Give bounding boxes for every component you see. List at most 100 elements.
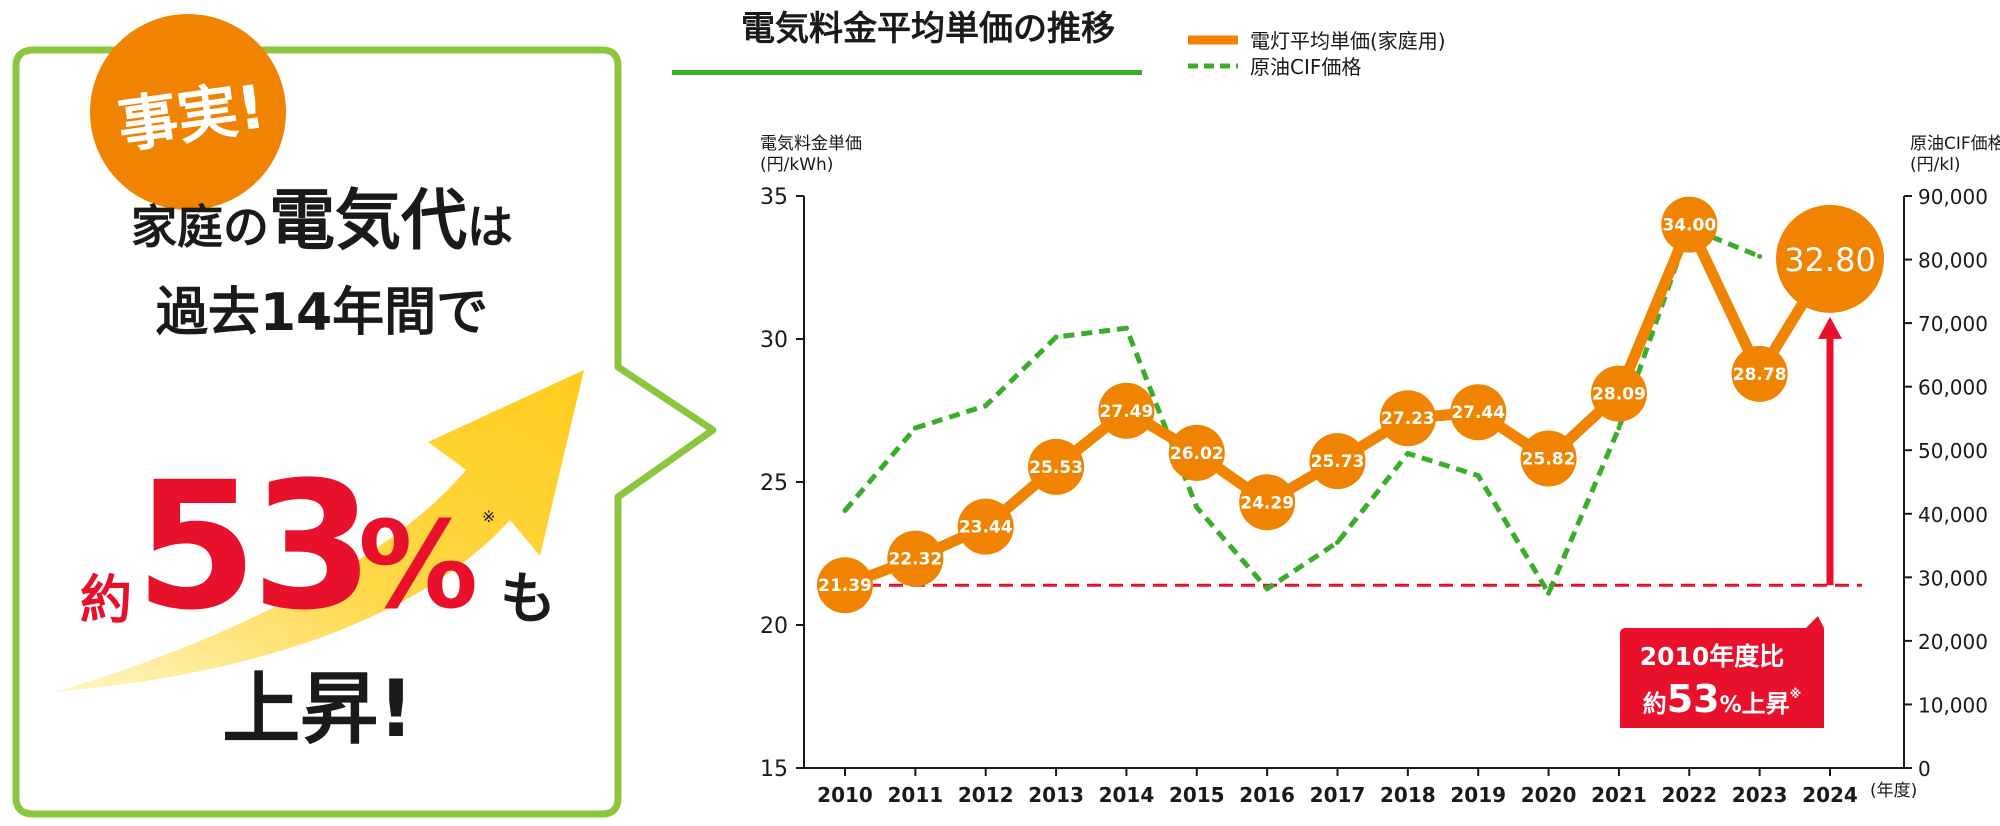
big-number: 53 [135, 444, 368, 649]
legend: 電灯平均単価(家庭用) 原油CIF価格 [1188, 29, 1446, 79]
y-left-tick-label: 20 [760, 614, 788, 639]
legend-label-crude: 原油CIF価格 [1250, 55, 1361, 79]
x-tick-label: 2016 [1239, 783, 1295, 807]
annotation-line2: 約53%上昇※ [1643, 677, 1802, 721]
chart-title: 電気料金平均単価の推移 [741, 9, 1115, 49]
crude-point [1123, 325, 1129, 331]
prefix-text: 約 [80, 571, 132, 631]
crude-point [912, 425, 918, 431]
electricity-value-label: 34.00 [1662, 216, 1716, 236]
electricity-point [1379, 390, 1436, 447]
headline-small-a: 家庭の [131, 200, 269, 254]
headline-big: 電気代 [269, 182, 467, 259]
y-right-tick-label: 40,000 [1918, 503, 1988, 527]
x-tick-label: 2017 [1310, 783, 1366, 807]
crude-point [842, 508, 848, 514]
crude-point [1335, 539, 1340, 545]
increase-arrow-group [1818, 316, 1842, 586]
y-right-tick-label: 20,000 [1918, 630, 1988, 654]
y-right-tick-label: 70,000 [1918, 312, 1988, 336]
legend-label-electricity: 電灯平均単価(家庭用) [1250, 29, 1446, 53]
electricity-point [1520, 430, 1577, 487]
crude-point [1757, 253, 1763, 259]
electricity-value-label: 27.44 [1451, 403, 1505, 423]
x-tick-label: 2020 [1521, 783, 1577, 807]
y-left-tick-label: 30 [760, 328, 788, 353]
x-tick-label: 2010 [817, 783, 873, 807]
electricity-value-label: 21.39 [818, 576, 872, 596]
electricity-point [1028, 438, 1085, 495]
y-left-tick-label: 35 [760, 185, 788, 210]
electricity-point [957, 498, 1014, 555]
y-right-tick-label: 30,000 [1918, 566, 1988, 590]
y-right-label-1: 原油CIF価格 [1910, 134, 2000, 154]
x-tick-label: 2023 [1732, 783, 1788, 807]
annotation-box [1620, 616, 1824, 728]
x-tick-label: 2015 [1169, 783, 1225, 807]
electricity-value-label: 27.49 [1100, 402, 1154, 422]
annotation-line1: 2010年度比 [1640, 642, 1785, 671]
headline-line1: 家庭の電気代は [131, 182, 513, 259]
x-tick-label: 2013 [1028, 783, 1084, 807]
electricity-point [1450, 384, 1507, 441]
crude-point [1405, 450, 1411, 456]
x-tick-label: 2022 [1661, 783, 1717, 807]
y-right-tick-label: 10,000 [1918, 693, 1988, 717]
electricity-series: 21.39 22.32 23.44 25.53 27.49 26.02 24.29 25.73… [817, 196, 1884, 614]
y-right-tick-label: 0 [1918, 757, 1931, 781]
electricity-value-label: 28.09 [1592, 385, 1646, 405]
callout: 事実! 家庭の電気代は 過去14年間で 約 53 % ※ も 上昇! [12, 14, 717, 818]
y-left-label-2: (円/kWh) [760, 155, 833, 175]
annotation-suffix: 上昇 [1742, 690, 1790, 718]
title-underline [672, 70, 1142, 75]
electricity-point [1731, 345, 1788, 402]
electricity-value-label: 25.53 [1029, 458, 1083, 478]
headline-line4: 上昇! [222, 665, 414, 755]
x-tick-label: 2011 [888, 783, 944, 807]
x-tick-label: 2014 [1099, 783, 1155, 807]
x-unit-label: (年度) [1870, 781, 1917, 801]
electricity-point [1590, 365, 1647, 422]
electricity-value-label: 22.32 [888, 550, 942, 570]
electricity-value-label: 25.73 [1311, 452, 1365, 472]
electricity-value-label: 26.02 [1170, 444, 1224, 464]
crude-point [1616, 425, 1622, 431]
electricity-value-label: 25.82 [1522, 450, 1576, 470]
y-right-tick-label: 50,000 [1918, 439, 1988, 463]
electricity-point [1661, 196, 1718, 253]
electricity-value-label: 24.29 [1240, 493, 1294, 513]
crude-point [1475, 473, 1481, 479]
crude-point [983, 403, 989, 409]
annotation-prefix: 約 [1643, 690, 1667, 718]
x-tick-label: 2024 [1802, 783, 1858, 807]
electricity-point [1168, 424, 1225, 481]
rising-arrow-icon [55, 370, 584, 692]
electricity-point [1309, 433, 1366, 490]
y-left-tick-label: 15 [760, 757, 788, 782]
y-left-label-1: 電気料金単価 [760, 134, 862, 154]
annotation-percent: % [1720, 693, 1742, 718]
chart-axes: 15 20 25 30 35 0 10,000 20,000 30,000 40,000 50,00… [760, 185, 1988, 807]
crude-point [1264, 586, 1270, 592]
x-tick-label: 2021 [1591, 783, 1647, 807]
y-right-tick-label: 80,000 [1918, 249, 1988, 273]
electricity-point [817, 557, 873, 614]
electricity-point [1776, 204, 1884, 313]
electricity-value-label: 27.23 [1381, 409, 1435, 429]
badge-circle [90, 14, 286, 210]
callout-bubble [12, 46, 717, 818]
electricity-point [1239, 474, 1296, 531]
crude-line [843, 225, 1761, 596]
electricity-value-label: 32.80 [1784, 241, 1876, 279]
note-mark: ※ [482, 507, 495, 526]
y-left-tick-label: 25 [760, 471, 788, 496]
increase-arrow-head-icon [1818, 316, 1842, 339]
crude-point [1546, 590, 1552, 596]
y-right-tick-label: 90,000 [1918, 185, 1988, 209]
y-right-tick-label: 60,000 [1918, 376, 1988, 400]
crude-point [1053, 334, 1059, 340]
annotation-number: 53 [1667, 677, 1720, 721]
annotation: 2010年度比 約53%上昇※ [1620, 616, 1824, 728]
headline-small-b: は [467, 200, 513, 254]
